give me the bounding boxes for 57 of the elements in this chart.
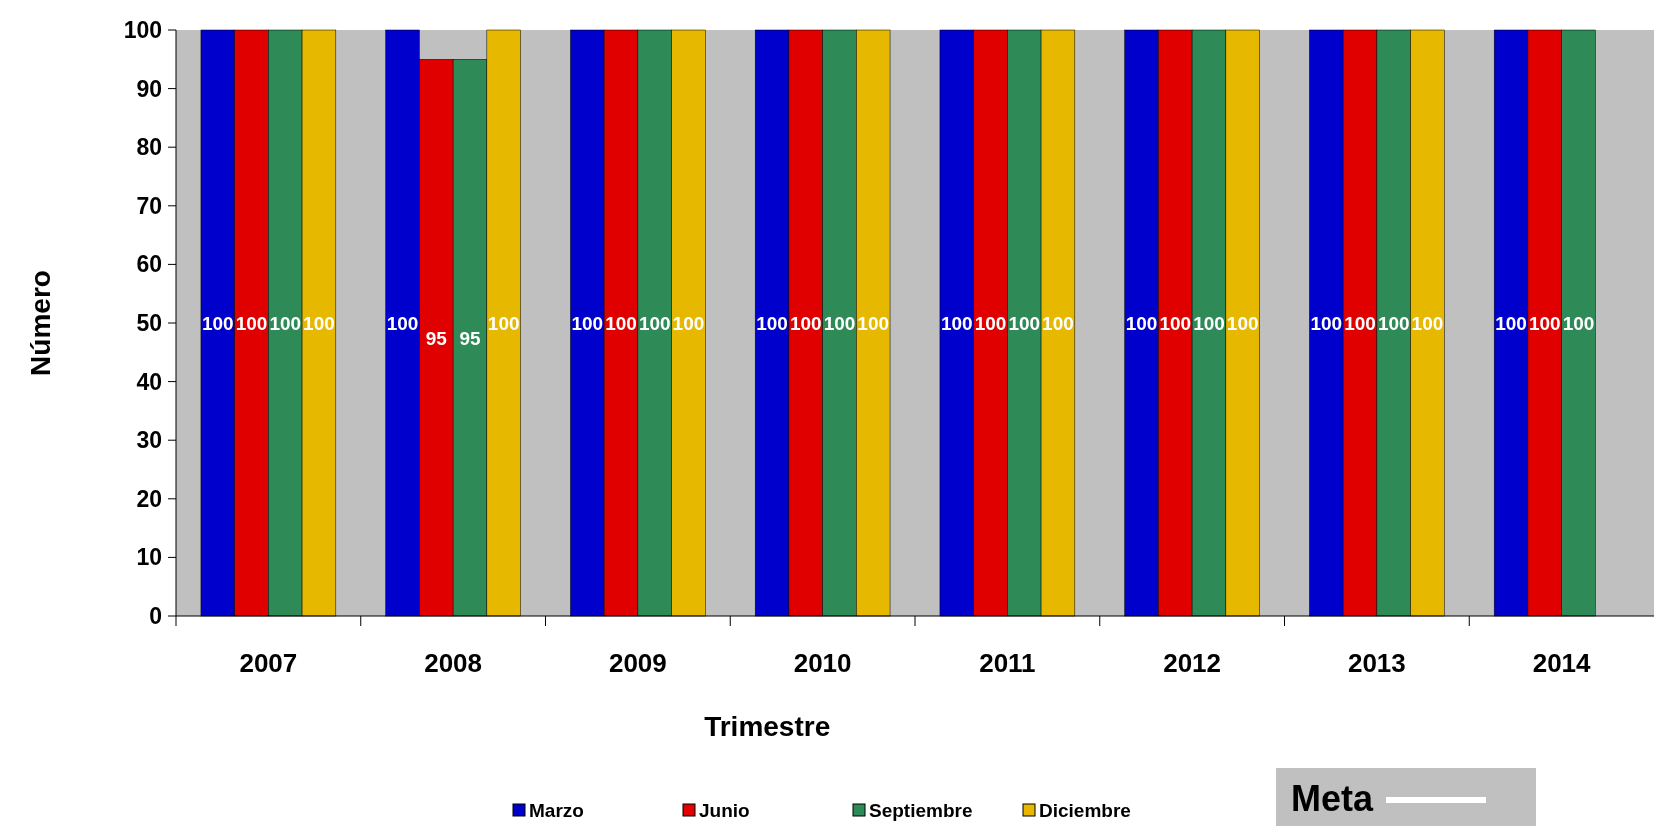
y-tick-label: 0 — [149, 603, 162, 629]
x-tick-label: 2014 — [1532, 648, 1592, 678]
y-tick-label: 100 — [123, 17, 162, 43]
data-label: 100 — [571, 313, 604, 334]
y-tick-label: 60 — [136, 251, 162, 278]
data-label: 100 — [940, 313, 973, 334]
data-label: 100 — [1528, 313, 1561, 334]
x-tick-label: 2007 — [239, 648, 298, 678]
data-label: 100 — [1344, 313, 1376, 334]
x-tick-label: 2009 — [608, 648, 667, 678]
y-tick-label: 40 — [136, 368, 162, 395]
data-label: 100 — [1411, 313, 1444, 334]
x-tick-label: 2012 — [1163, 648, 1222, 678]
legend-label: Diciembre — [1039, 800, 1131, 821]
data-label: 100 — [1377, 313, 1410, 334]
data-label: 100 — [1008, 313, 1041, 334]
x-tick-label: 2013 — [1347, 648, 1406, 678]
data-label: 100 — [756, 313, 788, 334]
data-label: 100 — [789, 313, 822, 334]
data-label: 100 — [269, 313, 302, 334]
y-tick-label: 10 — [136, 544, 162, 571]
y-tick-label: 20 — [136, 485, 162, 512]
data-label: 100 — [1495, 313, 1527, 334]
data-label: 100 — [1125, 313, 1158, 334]
data-label: 100 — [1042, 313, 1074, 334]
y-tick-label: 80 — [136, 134, 162, 161]
y-axis-title: Número — [25, 270, 56, 376]
x-axis-title: Trimestre — [704, 711, 831, 742]
text: Meta — [1291, 778, 1374, 819]
data-label: 100 — [487, 313, 520, 334]
data-label: 100 — [672, 313, 705, 334]
y-tick-label: 90 — [136, 75, 162, 102]
legend-label: Marzo — [529, 800, 584, 821]
data-label: 100 — [235, 313, 268, 334]
data-label: 100 — [1159, 313, 1192, 334]
x-tick-label: 2010 — [793, 648, 852, 678]
y-tick-label: 70 — [136, 192, 162, 219]
data-label: 100 — [201, 313, 234, 334]
data-label: 100 — [1226, 313, 1259, 334]
data-label: 100 — [974, 313, 1007, 334]
data-label: 100 — [1562, 313, 1595, 334]
x-tick-label: 2008 — [424, 648, 483, 678]
legend-label: Junio — [699, 800, 750, 821]
data-label: 100 — [386, 313, 419, 334]
data-label: 100 — [823, 313, 856, 334]
data-label: 95 — [459, 327, 481, 349]
data-label: 100 — [857, 313, 890, 334]
data-label: 100 — [1193, 313, 1225, 334]
y-tick-label: 30 — [136, 427, 162, 454]
data-label: 100 — [1310, 313, 1343, 334]
data-label: 100 — [638, 313, 671, 334]
x-tick-label: 2011 — [979, 648, 1036, 678]
data-label: 100 — [303, 313, 335, 334]
y-tick-label: 50 — [136, 310, 162, 336]
data-label: 100 — [605, 313, 637, 334]
legend-label: Septiembre — [869, 800, 973, 821]
data-label: 95 — [425, 327, 448, 349]
